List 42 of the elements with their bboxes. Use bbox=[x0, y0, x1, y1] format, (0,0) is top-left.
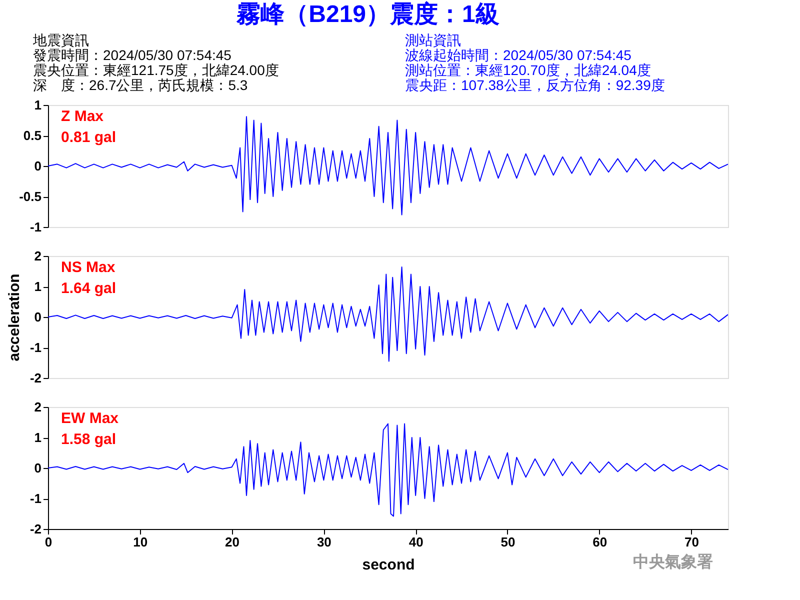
text: 測站資訊 bbox=[405, 32, 461, 48]
x-tick-label: 0 bbox=[44, 534, 52, 550]
y-tick-label: 0.5 bbox=[23, 128, 42, 143]
annotation: 0.81 gal bbox=[61, 129, 116, 146]
text: 測站位置：東經120.70度，北緯24.04度 bbox=[405, 62, 651, 78]
line-series bbox=[48, 423, 728, 517]
x-tick-label: 20 bbox=[225, 534, 240, 550]
annotation: NS Max bbox=[61, 259, 116, 276]
y-tick-label: -0.5 bbox=[19, 189, 42, 204]
x-tick-label: 10 bbox=[133, 534, 148, 550]
x-tick-label: 50 bbox=[500, 534, 516, 550]
y-tick-label: -2 bbox=[30, 522, 42, 536]
x-tick-label: 40 bbox=[408, 534, 424, 550]
text: 震央位置：東經121.75度，北緯24.00度 bbox=[33, 62, 279, 78]
y-axis-title: acceleration bbox=[6, 274, 23, 362]
text: 深 度：26.7公里，芮氏規模：5.3 bbox=[33, 77, 248, 93]
y-tick-label: 0 bbox=[34, 310, 42, 324]
annotation: 1.58 gal bbox=[61, 431, 116, 448]
annotation: Z Max bbox=[61, 108, 104, 125]
text: 中央氣象署 bbox=[633, 553, 713, 571]
chart-title: 霧峰（B219）震度：1級 bbox=[236, 1, 500, 28]
y-tick-label: -1 bbox=[30, 220, 42, 234]
x-tick-label: 60 bbox=[592, 534, 608, 550]
y-tick-label: 1 bbox=[34, 98, 42, 112]
y-tick-label: -1 bbox=[30, 491, 42, 506]
y-tick-label: 2 bbox=[34, 248, 42, 264]
text: 震央距：107.38公里，反方位角：92.39度 bbox=[405, 77, 665, 93]
annotation: EW Max bbox=[61, 410, 120, 427]
annotation: 1.64 gal bbox=[61, 280, 116, 297]
x-axis-title: second bbox=[362, 556, 415, 574]
y-tick-label: 0 bbox=[34, 460, 42, 476]
x-tick-label: 30 bbox=[316, 534, 332, 550]
y-tick-label: 1 bbox=[34, 430, 42, 445]
y-tick-label: -2 bbox=[30, 370, 42, 386]
y-tick-label: 1 bbox=[34, 279, 42, 294]
text: 波線起始時間：2024/05/30 07:54:45 bbox=[405, 47, 632, 63]
text: 發震時間：2024/05/30 07:54:45 bbox=[33, 47, 232, 63]
text: 地震資訊 bbox=[32, 32, 89, 48]
y-tick-label: 0 bbox=[34, 158, 42, 174]
x-tick-label: 70 bbox=[684, 534, 699, 550]
y-tick-label: 2 bbox=[34, 400, 42, 414]
y-tick-label: -1 bbox=[30, 340, 42, 355]
